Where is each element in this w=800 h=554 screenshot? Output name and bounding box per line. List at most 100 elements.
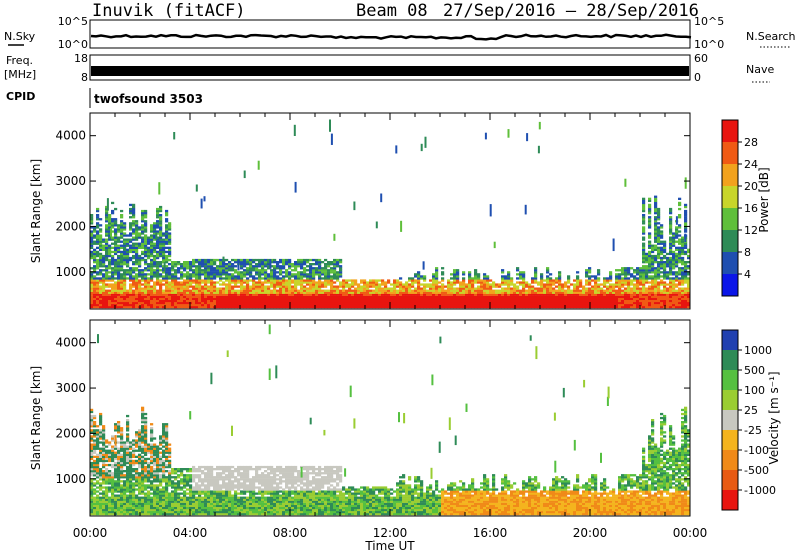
heatmap-cell [492,305,496,309]
heatmap-cell [114,463,118,467]
heatmap-cell [135,246,139,249]
heatmap-cell [399,285,403,288]
heatmap-cell [291,289,295,292]
heatmap-cell [135,281,139,284]
heatmap-cell [129,486,133,489]
heatmap-cell [543,279,547,282]
heatmap-cell [135,289,139,292]
heatmap-cell [369,305,373,309]
heatmap-cell [240,305,244,309]
heatmap-cell [120,269,124,272]
heatmap-cell [654,226,658,229]
heatmap-cell [612,285,616,288]
heatmap-cell [687,250,691,254]
heatmap-cell [201,271,205,274]
heatmap-cell [639,277,643,280]
heatmap-cell [597,277,601,280]
heatmap-cell [258,289,262,292]
heatmap-cell [294,281,298,284]
heatmap-cell [102,437,106,440]
heatmap-cell [108,305,112,309]
heatmap-cell [648,295,652,298]
heatmap-cell [207,291,211,294]
heatmap-cell [159,291,163,294]
heatmap-cell [144,244,148,247]
heatmap-cell [231,267,235,270]
heatmap-cell [261,287,265,290]
heatmap-cell [405,287,409,290]
heatmap-cell [156,254,160,258]
heatmap-cell [132,486,136,489]
heatmap-cell [147,267,151,270]
heatmap-cell [99,437,103,440]
heatmap-cell [198,291,202,294]
heatmap-cell [117,457,121,461]
heatmap-cell [669,230,673,233]
heatmap-cell [501,269,505,272]
heatmap-cell [93,281,97,284]
heatmap-cell [120,303,124,307]
heatmap-cell [534,277,538,280]
heatmap-cell [114,476,118,479]
heatmap-cell [246,293,250,296]
heatmap-cell [648,299,652,303]
heatmap-cell [321,305,325,309]
heatmap-cell [684,277,688,280]
heatmap-cell [567,297,571,300]
heatmap-cell [333,273,337,276]
heatmap-cell [243,297,247,300]
heatmap-cell [150,265,154,268]
heatmap-cell [159,305,163,309]
heatmap-cell [111,474,115,477]
heatmap-cell [333,269,337,272]
heatmap-cell [462,291,466,294]
heatmap-cell [189,281,193,284]
heatmap-cell [447,285,451,288]
heatmap-cell [303,273,307,276]
heatmap-cell [489,279,493,282]
heatmap-cell [435,281,439,284]
heatmap-cell [165,242,169,245]
heatmap-cell [615,283,619,286]
heatmap-cell [660,224,664,227]
heatmap-cell [165,291,169,294]
heatmap-cell [96,271,100,274]
heatmap-cell [678,301,682,305]
heatmap-cell [312,273,316,276]
heatmap-cell [663,269,667,272]
heatmap-cell [642,277,646,280]
heatmap-cell [162,250,166,254]
heatmap-cell [396,279,400,282]
heatmap-cell [174,275,178,278]
heatmap-cell [345,281,349,284]
heatmap-cell [162,275,166,278]
heatmap-cell [558,289,562,292]
heatmap-cell [306,261,310,264]
heatmap-cell [96,238,100,241]
heatmap-cell [396,297,400,300]
heatmap-cell [120,256,124,260]
heatmap-cell [106,198,109,211]
heatmap-cell [129,209,133,213]
heatmap-cell [348,295,352,298]
heatmap-cell [576,305,580,309]
heatmap-cell [114,236,118,239]
heatmap-cell [138,271,142,274]
heatmap-cell [327,275,331,278]
heatmap-cell [684,263,688,266]
heatmap-cell [156,265,160,268]
heatmap-cell [126,439,130,442]
heatmap-cell [672,254,676,258]
heatmap-cell [120,496,124,499]
heatmap-cell [111,246,115,249]
heatmap-cell [675,248,679,251]
heatmap-cell [489,283,493,286]
heatmap-cell [135,287,139,290]
heatmap-cell [132,207,136,211]
heatmap-cell [642,203,646,207]
heatmap-cell [90,232,94,235]
heatmap-cell [588,295,592,298]
heatmap-cell [564,281,568,284]
heatmap-cell [273,303,277,307]
heatmap-cell [537,295,541,298]
